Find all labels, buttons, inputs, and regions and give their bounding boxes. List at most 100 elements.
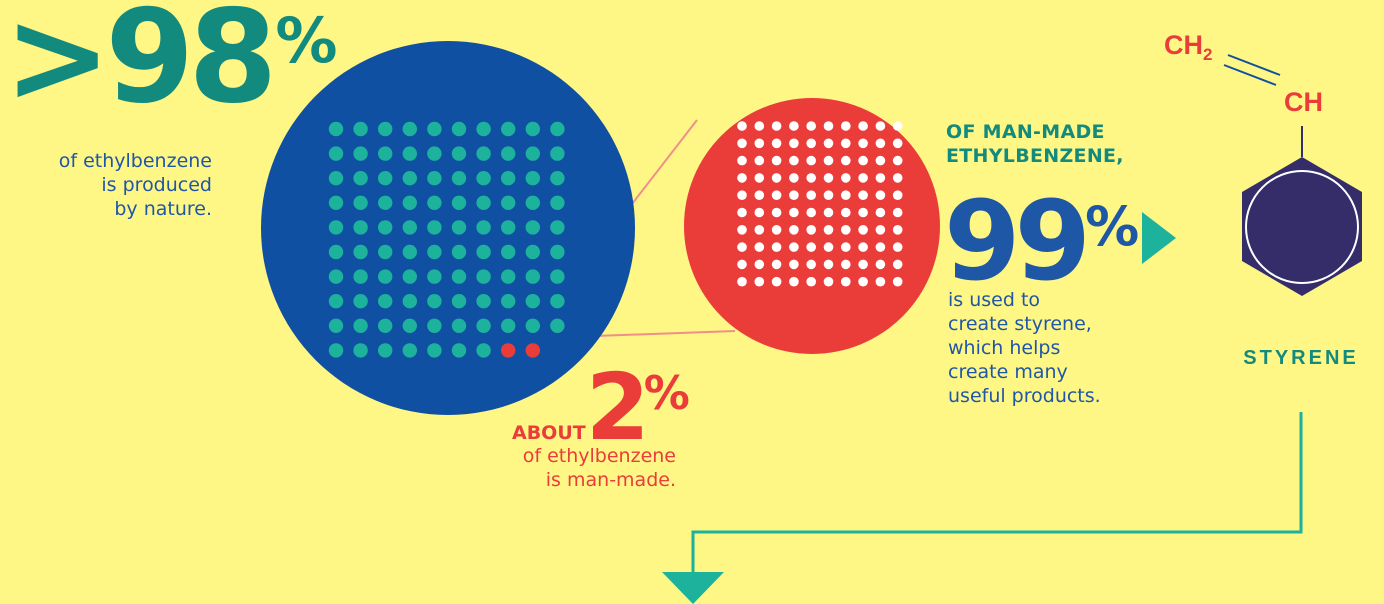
grid-dot [892,225,903,235]
grid-dot [328,343,344,358]
grid-dot [353,146,368,161]
grid-dot [737,138,747,149]
grid-dot [501,244,516,260]
grid-dot [328,318,344,333]
grid-dot [789,276,799,287]
nature-caption-line: by nature. [114,198,212,220]
grid-dot [823,242,834,252]
grid-dot [858,259,868,270]
grid-dot [754,225,765,235]
styrene-caption-line: which helps [948,337,1061,359]
grid-dot [806,207,816,218]
grid-dot [823,190,834,200]
grid-dot [427,146,442,161]
grid-dot [451,294,467,309]
grid-dot [789,155,799,166]
grid-dot [328,171,344,186]
grid-dot [550,195,565,210]
grid-dot [892,276,903,287]
manmade-caption-line: of ethylbenzene [522,445,676,467]
double-bond-line-2 [1223,64,1277,86]
styrene-heading-line: ETHYLBENZENE, [946,145,1124,167]
grid-dot [806,138,816,149]
nature-value: >98 [4,0,277,132]
grid-dot [451,195,467,210]
grid-dot [476,146,491,161]
grid-dot [858,242,868,252]
styrene-unit: % [1085,195,1140,258]
grid-dot [501,171,516,186]
benzene-inner-circle [1245,170,1359,284]
grid-dot [858,225,868,235]
grid-dot [550,318,565,333]
grid-dot [550,269,565,284]
grid-dot [550,121,565,137]
grid-dot [402,343,417,358]
styrene-caption-line: create styrene, [948,313,1092,335]
grid-dot [476,269,491,284]
grid-dot [501,121,516,137]
styrene-value: 99 [944,177,1091,305]
styrene-heading-line: OF MAN-MADE [946,121,1105,143]
grid-dot [858,138,868,149]
grid-dot [841,138,851,149]
grid-dot [823,155,834,166]
grid-dot [378,195,393,210]
grid-dot [789,190,799,200]
grid-dot [841,276,851,287]
grid-dot [353,294,368,309]
grid-dot [451,318,467,333]
grid-dot [427,318,442,333]
grid-dot [754,242,765,252]
nature-caption: of ethylbenzene is produced by nature. [0,149,212,221]
grid-dot [328,146,344,161]
flow-connector [691,412,1303,574]
grid-dot [402,318,417,333]
grid-dot [353,244,368,260]
grid-dot [402,195,417,210]
grid-dot [789,121,799,131]
grid-dot [353,318,368,333]
manmade-caption: of ethylbenzene is man-made. [462,444,676,492]
grid-dot [353,269,368,284]
grid-dot [875,190,886,200]
grid-dot [476,343,491,358]
grid-dot [476,195,491,210]
nature-caption-line: of ethylbenzene [58,150,212,172]
grid-dot [525,318,540,333]
grid-dot [378,244,393,260]
grid-dot [892,259,903,270]
grid-dot [875,225,886,235]
grid-dot [427,195,442,210]
grid-dot [841,190,851,200]
grid-dot [525,244,540,260]
grid-dot [451,146,467,161]
grid-dot [525,146,540,161]
grid-dot [378,171,393,186]
grid-dot [378,269,393,284]
grid-dot [501,294,516,309]
grid-dot [858,190,868,200]
grid-dot [501,318,516,333]
grid-dot [550,244,565,260]
grid-dot [737,259,747,270]
grid-dot [754,138,765,149]
group-ch: CH [1284,87,1323,117]
grid-dot [771,155,782,166]
grid-dot [875,138,886,149]
grid-dot [378,318,393,333]
grid-dot [525,195,540,210]
manmade-dot [525,343,540,358]
grid-dot [378,294,393,309]
grid-dot [771,242,782,252]
grid-dot [402,244,417,260]
grid-dot [476,171,491,186]
grid-dot [806,190,816,200]
grid-dot [550,146,565,161]
grid-dot [525,294,540,309]
grid-dot [328,294,344,309]
grid-dot [378,121,393,137]
grid-dot [427,121,442,137]
grid-dot [875,242,886,252]
grid-dot [789,259,799,270]
